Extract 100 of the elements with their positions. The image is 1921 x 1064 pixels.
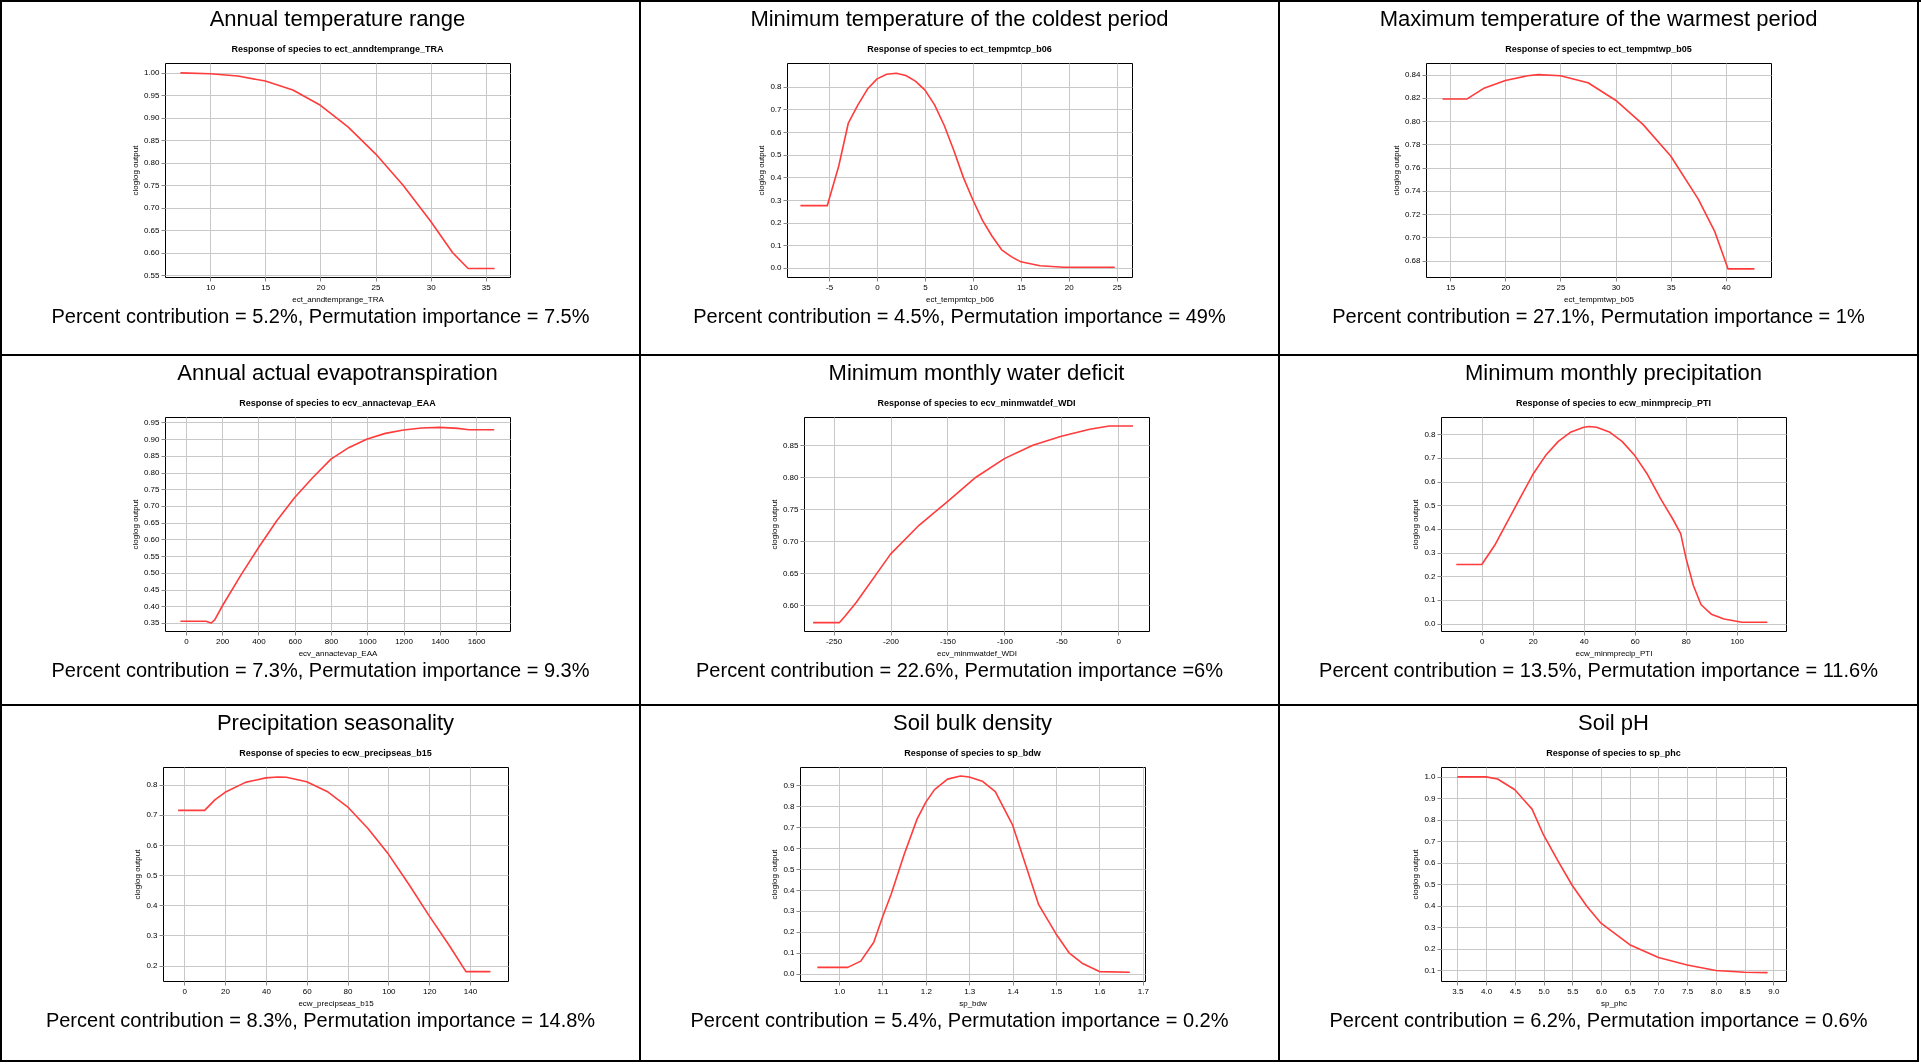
x-tick-label: -100 [996,636,1014,646]
y-tick-label: 0.76 [1404,163,1422,173]
x-tick-label: 1.2 [920,986,933,996]
x-axis-title: sp_phc [1601,998,1627,1008]
x-tick-label: 0 [1116,636,1122,646]
y-tick-label: 0.6 [770,127,783,137]
y-tick-label: 0.60 [782,600,800,610]
x-tick-label: 1.0 [833,986,846,996]
x-tick-label: 1.5 [1050,986,1063,996]
y-tick-label: 0.60 [143,534,161,544]
text: Percent contribution = 22.6%, Permutation importance =6% [696,659,1223,682]
y-tick-label: 0.85 [143,135,161,145]
x-tick-label: 7.0 [1653,986,1666,996]
text: Percent contribution = 4.5%, Permutation importance = 49% [693,305,1226,328]
x-tick-label: 5 [923,282,929,292]
y-tick-label: 0.5 [1424,500,1437,510]
text: Percent contribution = 5.4%, Permutation importance = 0.2% [690,1009,1229,1032]
y-tick-label: 0.90 [143,434,161,444]
y-tick-label: 0.80 [1404,116,1422,126]
x-tick-label: 4.5 [1509,986,1522,996]
x-tick-label: 0 [184,636,190,646]
x-tick-label: 35 [1666,282,1677,292]
y-tick-label: 0.2 [1424,571,1437,581]
y-tick-label: 0.3 [783,906,796,916]
x-tick-label: 8.5 [1739,986,1752,996]
chart-subtitle: Response of species to ecw_precipseas_b15 [239,748,432,758]
x-axis-title: ecw_precipseas_b15 [298,998,375,1008]
y-tick-label: 0.82 [1404,93,1422,103]
y-tick-label: 0.3 [1424,922,1437,932]
x-tick-label: 30 [426,282,437,292]
x-tick-label: 0 [875,282,881,292]
x-tick-label: 20 [1064,282,1075,292]
x-tick-label: 7.5 [1682,986,1694,996]
y-tick-label: 0.80 [143,468,161,478]
x-tick-label: 1000 [358,636,378,646]
x-tick-label: 1400 [431,636,450,646]
y-tick-label: 0.4 [770,172,783,182]
chart-title: Precipitation seasonality [216,710,455,735]
y-tick-label: 0.2 [146,961,159,971]
y-tick-label: 0.60 [143,248,161,258]
y-tick-label: 0.5 [783,864,796,874]
y-tick-label: 0.95 [143,90,161,100]
x-tick-label: 100 [382,986,397,996]
x-axis-title: ecv_annactevap_EAA [298,648,379,658]
y-tick-label: 0.72 [1404,209,1422,219]
x-tick-label: 1.7 [1137,986,1150,996]
x-tick-label: 40 [1721,282,1732,292]
y-axis-title: cloglog output [1411,498,1421,550]
chart-title: Annual actual evapotranspiration [177,360,498,385]
text: Percent contribution = 6.2%, Permutation importance = 0.6% [1329,1009,1868,1032]
x-tick-label: 9.0 [1768,986,1780,996]
y-tick-label: 0.5 [1424,879,1437,889]
y-tick-label: 0.70 [143,203,161,213]
y-tick-label: 0.7 [146,810,159,820]
y-tick-label: 0.6 [146,840,159,850]
x-tick-label: 120 [423,986,437,996]
x-tick-label: 1.1 [877,986,890,996]
chart-subtitle: Response of species to ecv_annactevap_EAA [239,398,437,408]
x-tick-label: 20 [221,986,231,996]
chart-title: Minimum monthly precipitation [1464,360,1763,385]
y-tick-label: 0.8 [146,780,159,790]
x-tick-label: 6.0 [1595,986,1608,996]
y-tick-label: 0.80 [782,472,800,482]
y-tick-label: 0.84 [1404,70,1422,80]
y-tick-label: 0.35 [143,618,161,628]
y-tick-label: 0.1 [783,948,796,958]
x-tick-label: -150 [939,636,957,646]
x-tick-label: 3.5 [1452,986,1464,996]
y-axis-title: cloglog output [130,498,140,550]
x-tick-label: 8.0 [1710,986,1723,996]
y-axis-title: cloglog output [130,144,140,196]
x-tick-label: 140 [463,986,478,996]
y-tick-label: 0.3 [770,195,783,205]
chart-subtitle: Response of species to ect_anndtemprange_TRA [231,44,445,54]
y-tick-label: 0.65 [143,225,161,235]
y-tick-label: 0.65 [782,568,800,578]
x-tick-label: 1200 [395,636,414,646]
y-axis-title: cloglog output [1391,144,1401,196]
x-tick-label: 800 [324,636,339,646]
x-tick-label: 1.3 [964,986,976,996]
y-tick-label: 0.85 [782,440,800,450]
text: Percent contribution = 7.3%, Permutation importance = 9.3% [51,659,590,682]
y-tick-label: 0.3 [1424,548,1437,558]
x-tick-label: 60 [1630,636,1641,646]
x-tick-label: 35 [481,282,492,292]
x-tick-label: 25 [1556,282,1566,292]
y-tick-label: 0.70 [1404,232,1422,242]
y-tick-label: 0.8 [1424,429,1437,439]
y-tick-label: 0.5 [770,150,783,160]
y-tick-label: 0.1 [1424,595,1437,605]
y-tick-label: 0.4 [146,900,159,910]
y-tick-label: 0.0 [1424,619,1437,629]
y-axis-title: cloglog output [769,498,779,550]
chart-title: Annual temperature range [209,6,466,31]
y-tick-label: 0.75 [782,504,800,514]
x-tick-label: 1600 [467,636,487,646]
y-tick-label: 0.4 [783,885,796,895]
y-tick-label: 0.65 [143,518,161,528]
x-axis-title: ecv_minmwatdef_WDI [936,648,1018,658]
x-tick-label: 10 [206,282,216,292]
